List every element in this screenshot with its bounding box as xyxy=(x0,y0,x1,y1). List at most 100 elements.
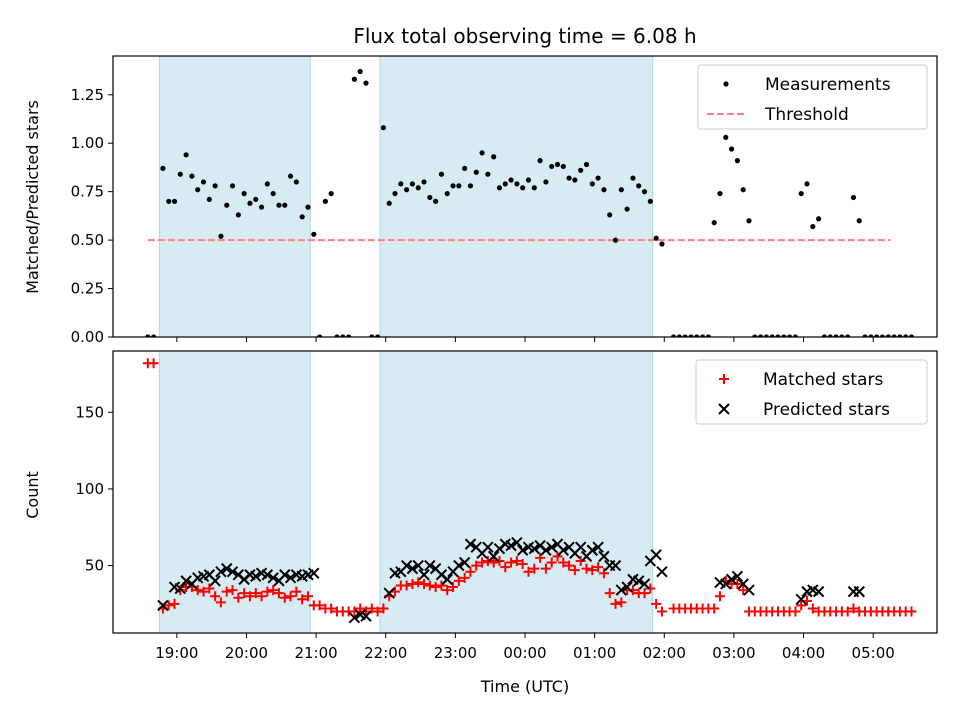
measurements-point xyxy=(879,334,886,337)
matched-stars-point xyxy=(488,557,499,568)
matched-stars-point xyxy=(523,566,534,577)
x-tick-label: 19:00 xyxy=(155,644,198,662)
measurements-point xyxy=(903,334,909,337)
matched-stars-point xyxy=(511,555,522,566)
measurements-point xyxy=(404,187,410,193)
measurements-point xyxy=(496,185,503,191)
matched-stars-point xyxy=(645,583,656,594)
matched-stars-point xyxy=(163,600,174,611)
measurements-point xyxy=(659,241,665,247)
measurements-point xyxy=(827,334,833,337)
measurements-point xyxy=(270,190,276,197)
matched-stars-point xyxy=(436,580,447,591)
figure-title: Flux total observing time = 6.08 h xyxy=(353,24,696,48)
measurements-point xyxy=(740,187,746,193)
measurements-point xyxy=(578,167,584,173)
matched-stars-point xyxy=(639,588,650,599)
predicted-stars-point xyxy=(221,562,233,575)
matched-stars-point xyxy=(575,555,586,566)
matched-stars-point xyxy=(239,588,250,599)
measurements-point xyxy=(560,163,566,170)
measurements-point xyxy=(316,334,323,337)
predicted-stars-point xyxy=(279,569,291,581)
x-tick-label: 20:00 xyxy=(225,644,268,662)
predicted-stars-point xyxy=(505,539,517,552)
matched-stars-point xyxy=(459,572,470,583)
measurements-point xyxy=(752,334,758,337)
measurements-point xyxy=(885,334,891,337)
measurements-point xyxy=(276,202,282,208)
predicted-stars-point xyxy=(360,610,372,622)
matched-stars-point xyxy=(807,603,818,614)
matched-stars-point xyxy=(291,586,302,597)
matched-stars-point xyxy=(326,603,337,614)
measurements-point xyxy=(485,171,491,177)
matched-stars-point xyxy=(302,591,313,602)
measurements-point xyxy=(717,190,723,197)
predicted-stars-point xyxy=(853,585,865,598)
matched-stars-point xyxy=(233,592,244,603)
measurements-point xyxy=(554,161,561,168)
predicted-stars-point xyxy=(226,565,239,578)
measurements-point xyxy=(183,152,189,158)
matched-stars-point xyxy=(279,592,290,603)
bottom-legend: Matched stars Predicted stars xyxy=(695,359,928,425)
matched-stars-point xyxy=(227,585,238,596)
matched-stars-point xyxy=(796,600,807,611)
measurements-point xyxy=(467,183,474,189)
predicted-stars-point xyxy=(174,582,187,595)
top-y-tick-label: 0.75 xyxy=(71,183,104,201)
measurements-point xyxy=(874,334,880,337)
top-legend: Measurements Threshold xyxy=(697,64,928,130)
top-y-axis-label: Matched/Predicted stars xyxy=(23,100,42,294)
predicted-stars-point xyxy=(545,541,558,553)
measurements-point xyxy=(386,200,392,206)
measurements-point xyxy=(427,194,433,201)
measurements-point xyxy=(705,334,711,337)
matched-stars-point xyxy=(250,588,261,599)
measurements-point xyxy=(543,179,549,185)
measurements-point xyxy=(746,218,752,224)
measurements-point xyxy=(531,185,537,191)
matched-stars-point xyxy=(262,586,273,597)
measurements-point xyxy=(514,181,520,187)
matched-stars-point xyxy=(709,603,720,614)
matched-stars-point xyxy=(714,591,725,602)
matched-stars-point xyxy=(314,600,325,611)
measurements-point xyxy=(392,190,398,197)
bottom-legend-box xyxy=(695,359,928,425)
measurements-point xyxy=(850,194,857,201)
predicted-stars-point xyxy=(464,538,477,550)
measurements-point xyxy=(258,204,265,210)
legend-label: Matched stars xyxy=(763,370,883,390)
matched-stars-point xyxy=(598,568,609,579)
matched-stars-point xyxy=(297,594,308,605)
measurements-point xyxy=(862,334,868,337)
measurements-point xyxy=(636,183,642,189)
measurements-point xyxy=(641,189,648,195)
measurements-point xyxy=(891,334,897,337)
x-tick-label: 04:00 xyxy=(782,644,825,662)
matched-stars-point xyxy=(192,585,203,596)
measurements-point xyxy=(549,163,555,170)
legend-marker-matched-stars xyxy=(719,374,729,384)
measurements-point xyxy=(781,334,787,337)
bottom-y-axis-label: Count xyxy=(23,471,42,519)
top-y-tick-label: 0.50 xyxy=(71,231,104,249)
measurements-point xyxy=(734,158,740,164)
predicted-stars-point xyxy=(458,556,471,569)
measurements-point xyxy=(798,190,804,197)
matched-stars-point xyxy=(256,591,267,602)
predicted-stars-point xyxy=(348,611,361,624)
matched-stars-point xyxy=(790,606,801,617)
predicted-stars-point xyxy=(557,544,570,556)
predicted-stars-point xyxy=(406,562,419,575)
legend-marker-predicted-stars xyxy=(718,403,730,415)
measurements-point xyxy=(433,198,439,204)
legend-label: Predicted stars xyxy=(763,400,890,420)
measurements-point xyxy=(473,169,479,175)
predicted-stars-point xyxy=(598,550,610,563)
measurements-point xyxy=(821,334,828,337)
matched-stars-point xyxy=(656,606,667,617)
measurements-point xyxy=(462,165,468,171)
